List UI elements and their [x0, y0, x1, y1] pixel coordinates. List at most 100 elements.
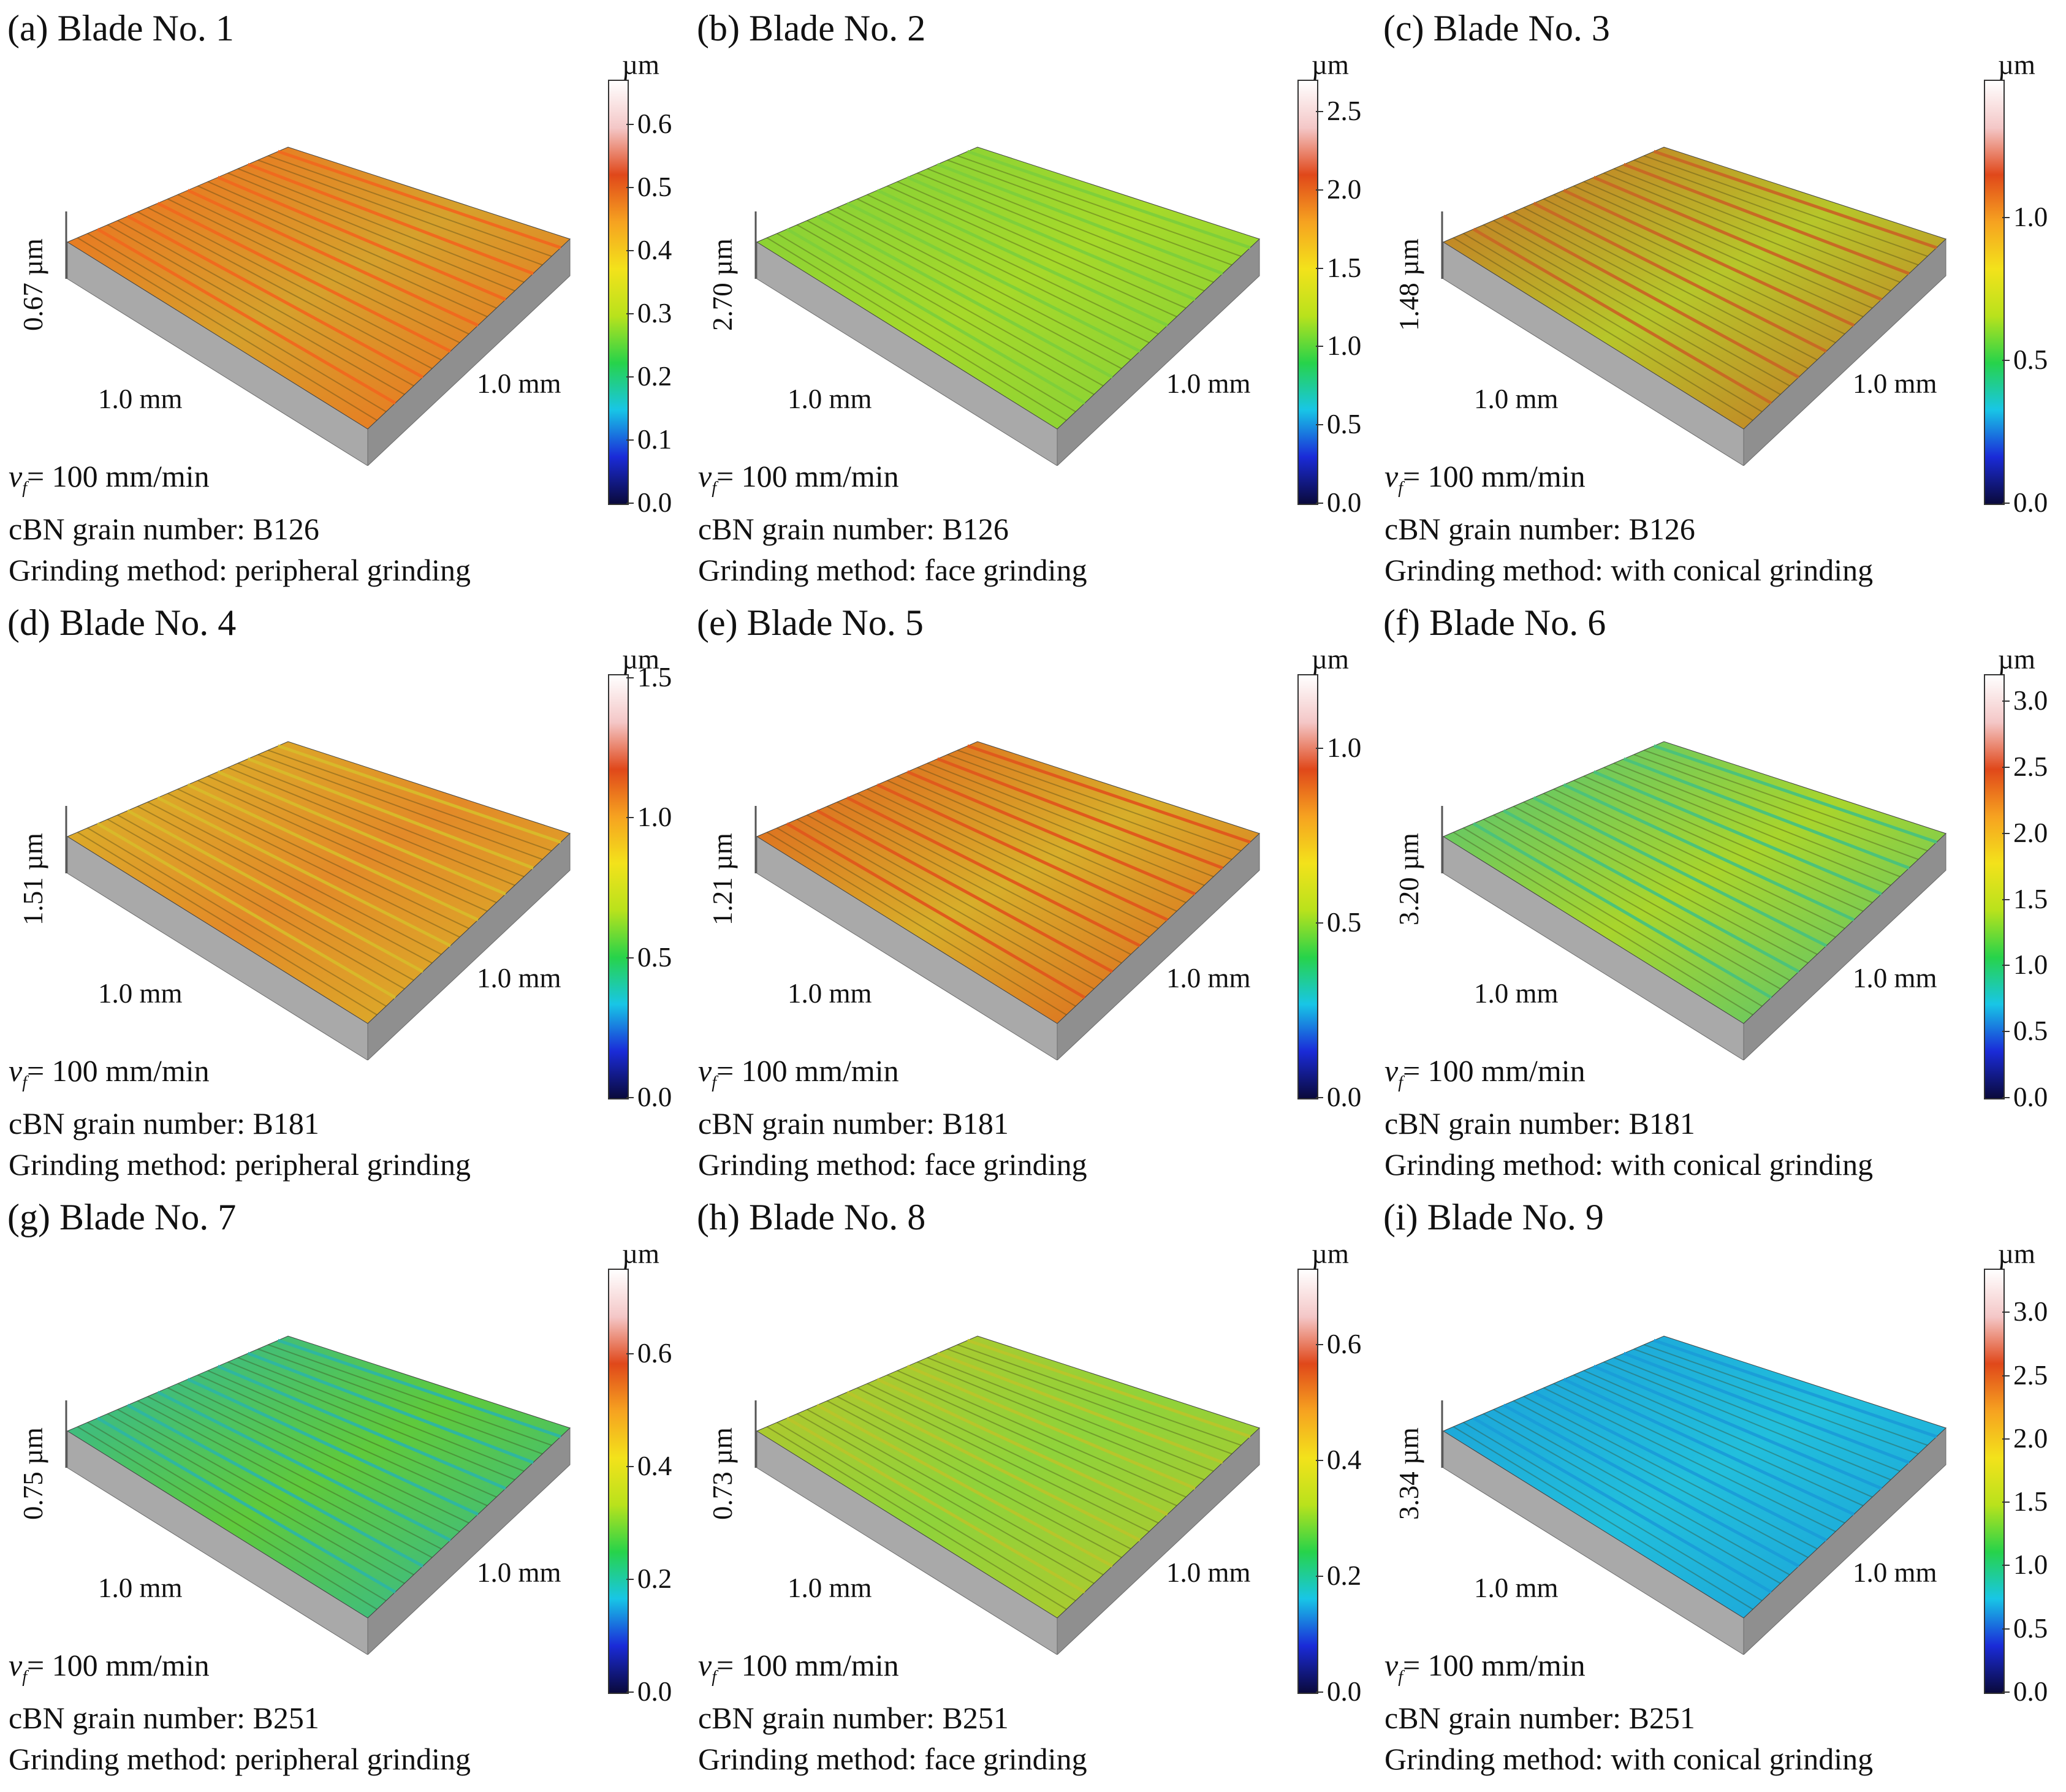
surface-striation	[1643, 1344, 1928, 1446]
panel-title: (h) Blade No. 8	[697, 1197, 926, 1237]
panel-caption: vf= 100 mm/min cBN grain number: B126 Grin…	[1384, 456, 1873, 591]
surface-plot	[1441, 146, 1946, 466]
surface-striation	[837, 207, 1131, 361]
surface-striation	[867, 788, 1159, 929]
feed-rate-subscript: f	[22, 1668, 27, 1687]
surface-striation	[1593, 770, 1882, 895]
colorbar-unit: µm	[1998, 50, 2035, 80]
surface-striation	[1593, 176, 1882, 301]
surface-striation	[927, 168, 1214, 283]
surface-striation	[887, 185, 1177, 317]
surface-striation	[247, 162, 534, 275]
surface-striation	[876, 189, 1169, 327]
grinding-method-line: Grinding method: with conical grinding	[1384, 1147, 1874, 1182]
colorbar-tick-label: 0.0	[1327, 1676, 1362, 1707]
colorbar-tick-label: 2.0	[2013, 817, 2048, 848]
colorbar-tick-mark	[2002, 216, 2010, 218]
surface-striation	[177, 1383, 469, 1524]
grinding-method-line: Grinding method: face grinding	[698, 1147, 1087, 1182]
surface-striation	[1643, 155, 1928, 257]
surface-striation	[197, 185, 488, 317]
surface-striation	[1633, 159, 1919, 266]
surface-top	[756, 741, 1260, 1024]
surface-striation	[1502, 1403, 1800, 1568]
surface-striation	[1653, 1338, 1937, 1438]
colorbar-tick-mark	[626, 187, 634, 189]
colorbar-unit: µm	[1312, 50, 1349, 80]
colorbar-tick-label: 2.5	[1327, 96, 1362, 127]
colorbar-tick-label: 0.5	[1327, 906, 1362, 938]
colorbar-tick-mark	[2002, 965, 2010, 966]
surface-striation	[1543, 1387, 1836, 1532]
colorbar-tick-label: 0.5	[2013, 1612, 2048, 1644]
surface-striation	[96, 1416, 397, 1593]
surface-plot	[65, 146, 571, 466]
surface-striation	[267, 1344, 552, 1446]
feed-rate-line: vf= 100 mm/min	[698, 1050, 1087, 1103]
surface-striation	[857, 792, 1150, 938]
colorbar-tick-label: 0.2	[1327, 1560, 1362, 1591]
panel-2: (b) Blade No. 2 2.70 µm 1.0 mm 1.0 mm µm 0.0 0…	[689, 0, 1364, 588]
surface-plot	[754, 1335, 1260, 1655]
height-range-label: 1.51 µm	[18, 833, 48, 925]
surface-top	[756, 1335, 1260, 1619]
colorbar-tick-mark	[2002, 503, 2010, 504]
surface-striation	[947, 754, 1232, 860]
colorbar-tick-mark	[2002, 1438, 2010, 1440]
panel-caption: vf= 100 mm/min cBN grain number: B181 Grin…	[9, 1050, 471, 1185]
panel-title: (b) Blade No. 2	[697, 8, 926, 48]
surface-striation	[846, 1391, 1141, 1542]
surface-striation	[177, 788, 469, 929]
surface-striation	[1463, 1422, 1763, 1601]
surface-striation	[217, 176, 506, 301]
surface-striation	[1553, 1383, 1845, 1524]
colorbar-unit: µm	[1998, 1239, 2035, 1269]
surface-striation	[897, 1370, 1187, 1498]
surface-plot	[65, 741, 571, 1060]
colorbar-tick-mark	[2002, 1565, 2010, 1566]
grain-number-line: cBN grain number: B251	[9, 1701, 319, 1735]
surface-striation	[117, 219, 414, 387]
feed-rate-value: = 100 mm/min	[26, 1648, 210, 1682]
surface-striation	[807, 1408, 1104, 1576]
surface-striation	[936, 162, 1223, 275]
grain-number-line: cBN grain number: B181	[698, 1106, 1009, 1141]
surface-striation	[1533, 796, 1828, 947]
grain-number-line: cBN grain number: B251	[1384, 1701, 1695, 1735]
colorbar-tick-label: 1.0	[2013, 949, 2048, 981]
colorbar-tick-label: 2.5	[2013, 751, 2048, 782]
surface-striation	[207, 181, 497, 309]
surface-striation	[1483, 1413, 1781, 1584]
colorbar-tick-label: 0.0	[637, 1082, 672, 1112]
colorbar-tick-label: 0.0	[1327, 487, 1362, 518]
surface-striation	[766, 832, 1067, 1016]
surface-striation	[1603, 172, 1891, 292]
surface-striation	[126, 1403, 424, 1568]
panel-caption: vf= 100 mm/min cBN grain number: B126 Grin…	[9, 456, 471, 591]
colorbar-tick-mark	[626, 250, 634, 252]
surface-striation	[1513, 805, 1809, 964]
surface-striation	[766, 1426, 1067, 1610]
grinding-method-line: Grinding method: peripheral grinding	[9, 1742, 471, 1776]
surface-striation	[96, 227, 397, 404]
colorbar-tick-label: 0.5	[2013, 344, 2048, 375]
surface-striation	[1533, 202, 1828, 353]
colorbar-tick-label: 1.5	[2013, 1486, 2048, 1517]
grinding-method-line: Grinding method: face grinding	[698, 553, 1087, 587]
surface-striation	[267, 750, 552, 852]
feed-rate-subscript: f	[22, 479, 27, 498]
surface-top	[66, 146, 571, 430]
colorbar	[1297, 80, 1318, 505]
surface-striation	[207, 1370, 497, 1498]
feed-rate-line: vf= 100 mm/min	[9, 456, 471, 509]
surface-striation	[1563, 189, 1855, 327]
surface-plot	[1441, 1335, 1946, 1655]
panel-caption: vf= 100 mm/min cBN grain number: B181 Grin…	[1384, 1050, 1873, 1185]
surface-striation	[197, 780, 488, 912]
colorbar-unit: µm	[1312, 1239, 1349, 1269]
colorbar-tick-label: 0.5	[637, 172, 672, 203]
panel-caption: vf= 100 mm/min cBN grain number: B251 Grin…	[698, 1645, 1087, 1780]
feed-rate-symbol: v	[698, 459, 712, 493]
colorbar-tick-mark	[626, 957, 634, 959]
surface-striation	[117, 814, 414, 981]
